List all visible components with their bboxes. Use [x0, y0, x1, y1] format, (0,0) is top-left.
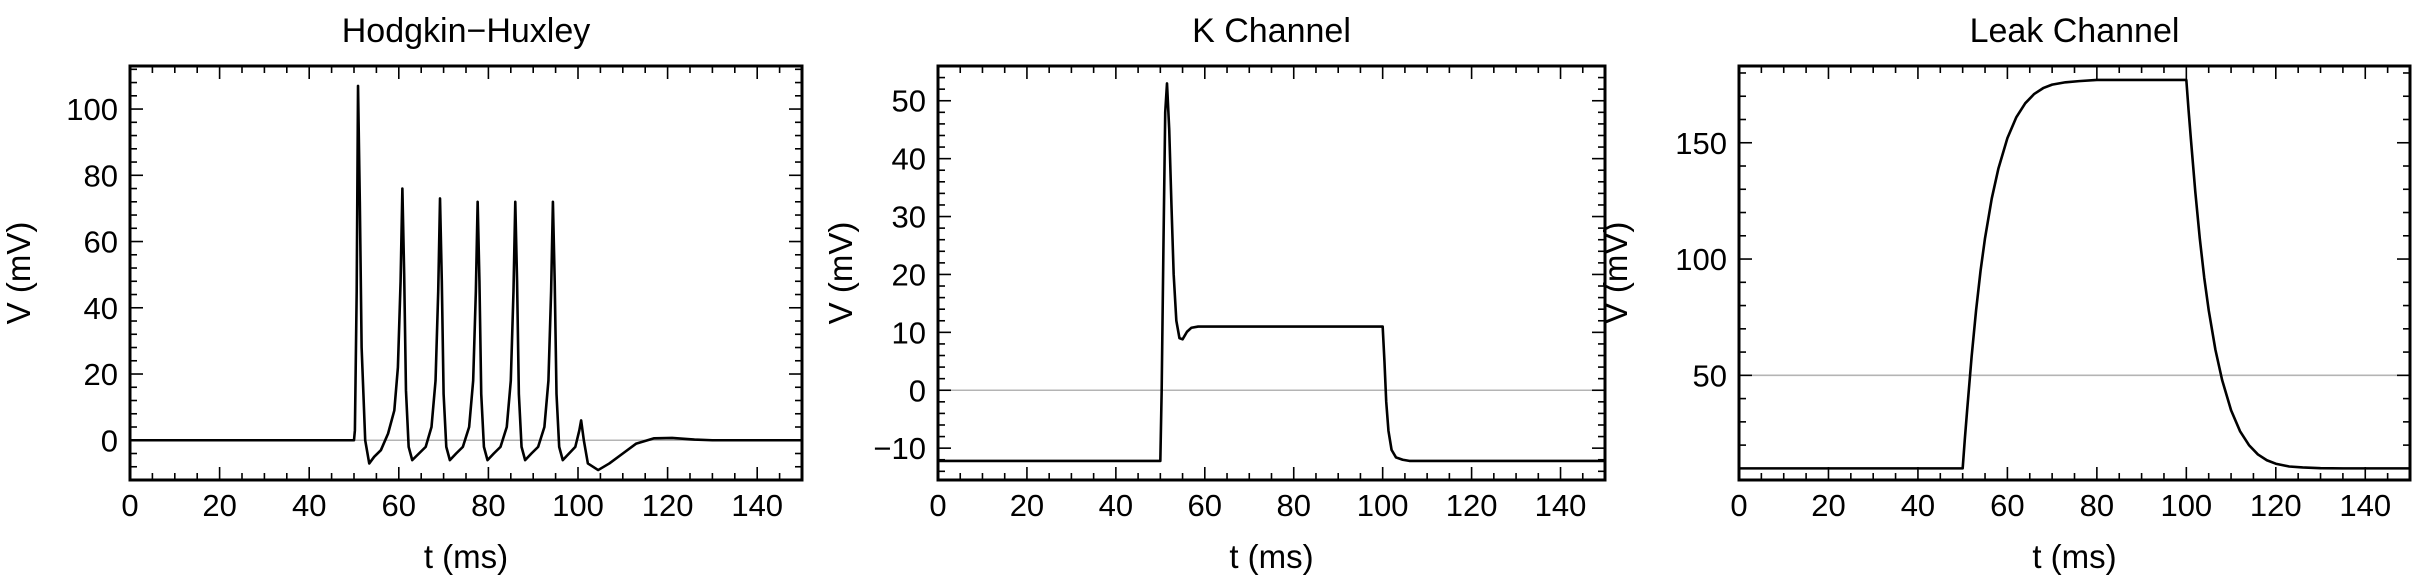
x-tick-label: 0	[929, 488, 946, 523]
y-tick-label: 20	[892, 257, 926, 292]
y-tick-label: −10	[873, 431, 926, 466]
plot-frame	[1737, 64, 2412, 482]
y-tick-label: 30	[892, 200, 926, 235]
series-line	[1737, 78, 2412, 470]
x-tick-label: 140	[1535, 488, 1587, 523]
plot-frame	[936, 64, 1607, 482]
x-axis-label: t (ms)	[424, 538, 508, 575]
x-axis-label: t (ms)	[1229, 538, 1313, 575]
x-tick-label: 140	[731, 488, 783, 523]
y-tick-label: 0	[101, 423, 118, 458]
x-tick-label: 100	[552, 488, 604, 523]
chart-panel-3: Leak Channel 0 20 40 60 80 100 120 140 50 100 150 t …	[1597, 12, 2412, 575]
x-tick-label: 0	[121, 488, 138, 523]
y-tick-label: 150	[1675, 126, 1727, 161]
x-tick-label: 80	[471, 488, 505, 523]
y-tick-label: 50	[1693, 358, 1727, 393]
x-tick-label: 60	[1188, 488, 1222, 523]
x-tick-label: 120	[642, 488, 694, 523]
x-tick-label: 40	[292, 488, 326, 523]
x-tick-label: 40	[1099, 488, 1133, 523]
x-tick-label: 100	[2160, 488, 2212, 523]
x-tick-label: 60	[382, 488, 416, 523]
x-tick-label: 140	[2339, 488, 2391, 523]
x-tick-label: 120	[2250, 488, 2302, 523]
plot-frame	[128, 64, 804, 482]
y-axis-label: V (mV)	[1597, 222, 1634, 325]
x-tick-label: 20	[1811, 488, 1845, 523]
x-tick-label: 80	[2080, 488, 2114, 523]
chart-title: K Channel	[1192, 12, 1351, 50]
y-axis-label: V (mV)	[0, 222, 37, 325]
y-tick-label: 0	[909, 373, 926, 408]
y-tick-label: 10	[892, 315, 926, 350]
x-tick-label: 0	[1730, 488, 1747, 523]
x-tick-label: 60	[1990, 488, 2024, 523]
y-tick-label: 40	[892, 142, 926, 177]
y-tick-label: 50	[892, 84, 926, 119]
x-tick-label: 80	[1276, 488, 1310, 523]
x-tick-label: 40	[1901, 488, 1935, 523]
x-tick-label: 100	[1357, 488, 1409, 523]
x-tick-label: 120	[1446, 488, 1498, 523]
series-line	[128, 84, 804, 472]
x-tick-label: 20	[1010, 488, 1044, 523]
y-tick-label: 40	[84, 291, 118, 326]
y-tick-label: 20	[84, 357, 118, 392]
chart-title: Leak Channel	[1970, 12, 2180, 50]
x-axis-label: t (ms)	[2032, 538, 2116, 575]
series-line	[936, 82, 1607, 463]
chart-title: Hodgkin−Huxley	[342, 12, 591, 50]
y-tick-label: 80	[84, 158, 118, 193]
y-tick-label: 100	[66, 92, 118, 127]
y-tick-label: 100	[1675, 242, 1727, 277]
x-tick-label: 20	[202, 488, 236, 523]
chart-panel-1: Hodgkin−Huxley 0 20 40 60 80 100 120 140 0 20 40 60 8…	[0, 12, 804, 575]
y-tick-label: 60	[84, 225, 118, 260]
y-axis-label: V (mV)	[822, 222, 859, 325]
